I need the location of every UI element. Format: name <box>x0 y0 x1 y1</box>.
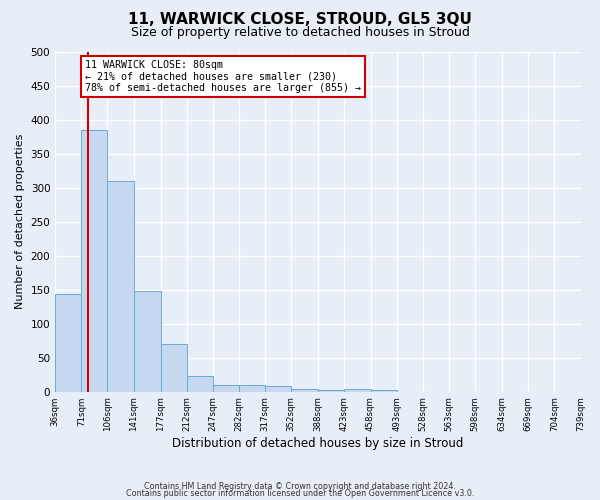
Y-axis label: Number of detached properties: Number of detached properties <box>15 134 25 310</box>
Text: 11, WARWICK CLOSE, STROUD, GL5 3QU: 11, WARWICK CLOSE, STROUD, GL5 3QU <box>128 12 472 28</box>
Bar <box>292 389 318 392</box>
Bar <box>344 389 371 392</box>
Bar <box>371 390 397 392</box>
Text: Contains HM Land Registry data © Crown copyright and database right 2024.: Contains HM Land Registry data © Crown c… <box>144 482 456 491</box>
Bar <box>187 376 213 392</box>
Bar <box>318 390 344 392</box>
Bar <box>265 386 292 392</box>
Bar <box>239 385 265 392</box>
Text: Size of property relative to detached houses in Stroud: Size of property relative to detached ho… <box>131 26 469 39</box>
Bar <box>82 130 107 392</box>
X-axis label: Distribution of detached houses by size in Stroud: Distribution of detached houses by size … <box>172 437 464 450</box>
Bar <box>107 181 134 392</box>
Bar <box>161 344 187 392</box>
Bar <box>55 294 82 392</box>
Bar <box>134 291 161 392</box>
Text: Contains public sector information licensed under the Open Government Licence v3: Contains public sector information licen… <box>126 490 474 498</box>
Bar <box>213 385 239 392</box>
Text: 11 WARWICK CLOSE: 80sqm
← 21% of detached houses are smaller (230)
78% of semi-d: 11 WARWICK CLOSE: 80sqm ← 21% of detache… <box>85 60 361 93</box>
